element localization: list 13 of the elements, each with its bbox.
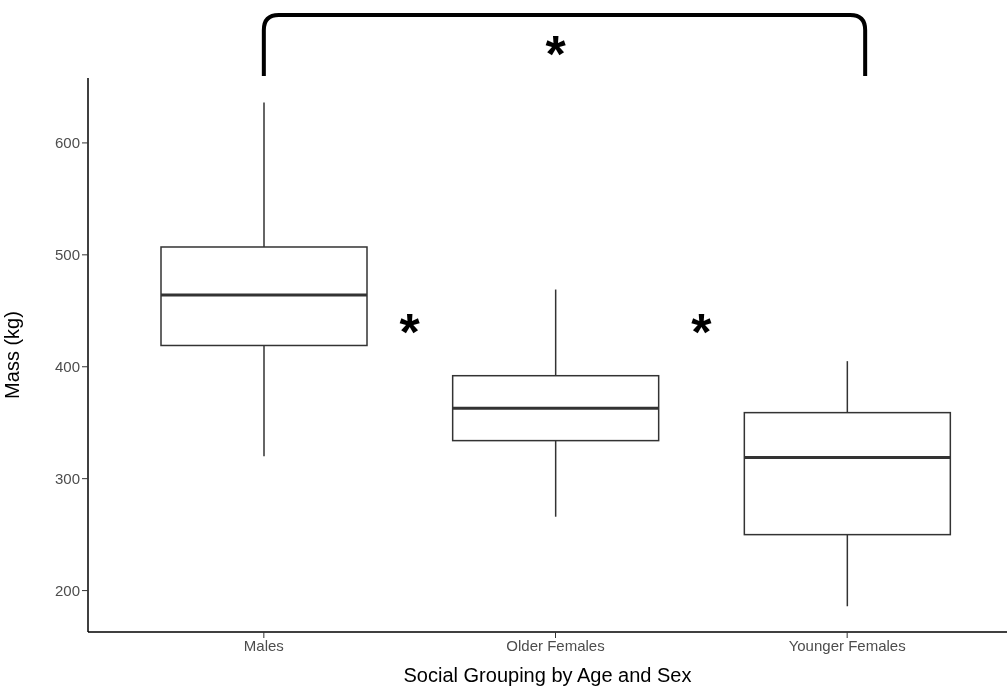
y-tick-label: 600 — [54, 134, 80, 152]
x-axis-title: Social Grouping by Age and Sex — [403, 664, 692, 686]
annotation: * — [545, 25, 567, 83]
annotation: * — [399, 303, 421, 361]
y-tick-label: 400 — [54, 358, 80, 376]
x-tick-label: Younger Females — [788, 636, 906, 654]
y-tick-label: 200 — [54, 581, 80, 599]
y-tick-label: 300 — [54, 470, 80, 487]
y-tick-label: 500 — [54, 246, 80, 264]
x-tick-label: Older Females — [506, 636, 605, 654]
y-axis-title: Mass (kg) — [1, 311, 24, 399]
annotation: * — [691, 303, 713, 361]
x-tick-label: Males — [243, 636, 284, 654]
